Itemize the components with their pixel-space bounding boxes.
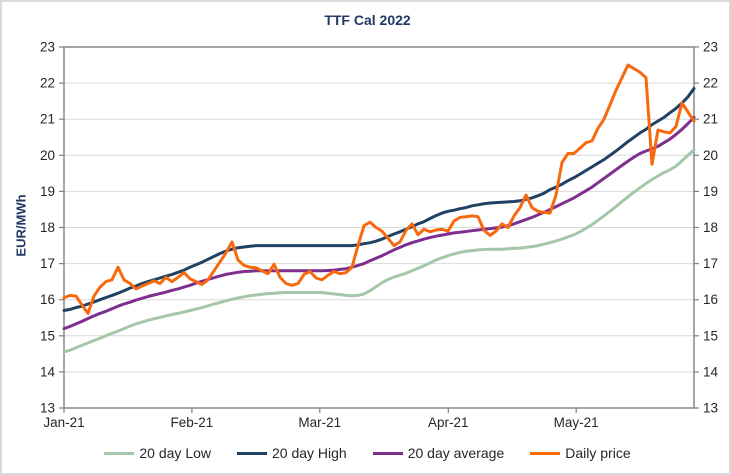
y-tick-label-left: 16 [40, 292, 55, 307]
series-line-20-day-average [62, 115, 696, 331]
chart-legend: 20 day Low 20 day High 20 day average Daily… [2, 445, 729, 461]
y-tick-label-left: 21 [40, 112, 55, 127]
y-tick-label-left: 13 [40, 401, 55, 416]
legend-label: 20 day Low [139, 445, 211, 461]
y-tick-label-left: 15 [40, 328, 55, 343]
y-tick-label-right: 20 [703, 148, 718, 163]
series-line-daily-price [62, 63, 696, 315]
legend-item: 20 day Low [104, 445, 211, 461]
x-tick-label: Mar-21 [298, 415, 341, 430]
legend-label: Daily price [565, 445, 631, 461]
y-tick-label-right: 17 [703, 256, 718, 271]
chart-title: TTF Cal 2022 [324, 12, 411, 28]
y-tick-label-left: 22 [40, 76, 55, 91]
legend-label: 20 day average [407, 445, 505, 461]
y-tick-label-right: 23 [703, 40, 718, 55]
y-tick-label-left: 20 [40, 148, 55, 163]
legend-item: 20 day High [237, 445, 347, 461]
legend-swatch [237, 451, 267, 455]
x-tick-label: Jan-21 [43, 415, 84, 430]
x-tick-label: Feb-21 [170, 415, 213, 430]
y-tick-label-left: 23 [40, 40, 55, 55]
y-tick-label-right: 21 [703, 112, 718, 127]
y-tick-label-right: 15 [703, 328, 718, 343]
y-tick-label-right: 22 [703, 76, 718, 91]
legend-item: 20 day average [372, 445, 505, 461]
x-tick-label: May-21 [554, 415, 599, 430]
series-line-20-day-low [62, 148, 696, 354]
y-tick-label-right: 18 [703, 220, 718, 235]
series-line-20-day-high [62, 87, 696, 312]
y-tick-label-right: 19 [703, 184, 718, 199]
y-tick-label-right: 16 [703, 292, 718, 307]
legend-label: 20 day High [272, 445, 347, 461]
x-tick-label: Apr-21 [428, 415, 469, 430]
legend-item: Daily price [530, 445, 631, 461]
y-tick-label-left: 18 [40, 220, 55, 235]
legend-swatch [530, 451, 561, 455]
y-tick-label-left: 17 [40, 256, 55, 271]
legend-swatch [104, 451, 135, 455]
y-tick-label-right: 13 [703, 401, 718, 416]
y-tick-label-left: 19 [40, 184, 55, 199]
y-tick-label-left: 14 [40, 364, 56, 379]
legend-swatch [372, 451, 403, 455]
y-tick-label-right: 14 [703, 364, 719, 379]
